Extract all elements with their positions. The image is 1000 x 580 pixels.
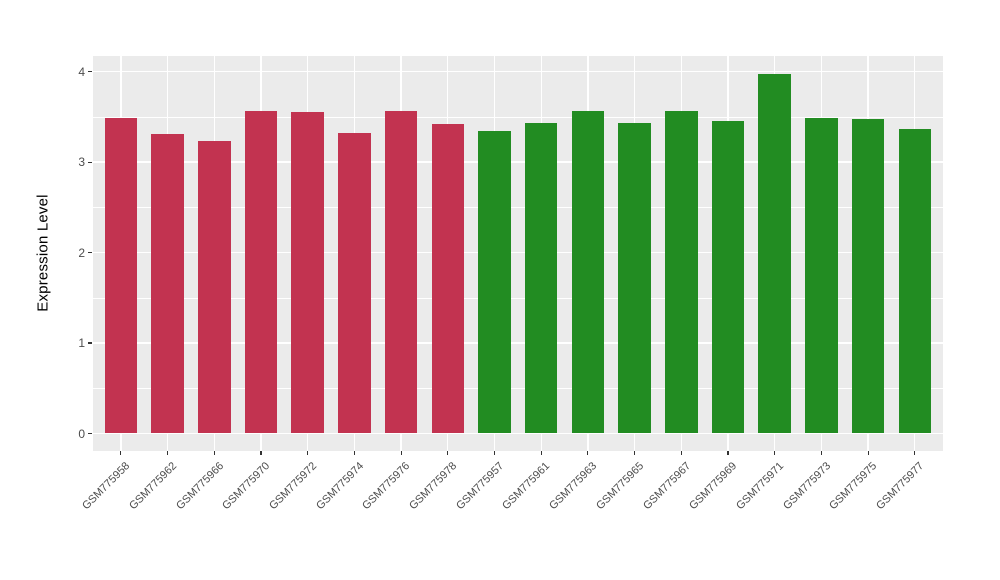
bar-GSM775966 (198, 141, 231, 434)
x-tick-label-GSM775966: GSM775966 (173, 460, 226, 513)
x-tick-label-GSM775969: GSM775969 (687, 460, 740, 513)
bar-GSM775971 (758, 74, 791, 434)
x-tick-label-GSM775967: GSM775967 (640, 460, 693, 513)
x-tick-label-GSM775976: GSM775976 (360, 460, 413, 513)
x-tick-label-GSM775961: GSM775961 (500, 460, 553, 513)
bar-GSM775969 (711, 121, 745, 434)
x-tick-mark (820, 451, 822, 455)
x-tick-label-GSM775974: GSM775974 (313, 460, 366, 513)
x-tick-mark (307, 451, 309, 455)
bar-GSM775970 (244, 110, 278, 434)
x-tick-mark (167, 451, 169, 455)
x-tick-mark (400, 451, 402, 455)
bar-GSM775961 (524, 123, 558, 434)
x-tick-label-GSM775957: GSM775957 (453, 460, 506, 513)
gridline-minor (93, 116, 943, 118)
x-tick-label-GSM775973: GSM775973 (780, 460, 833, 513)
x-tick-mark (493, 451, 496, 455)
x-tick-mark (680, 451, 682, 455)
x-tick-mark (540, 451, 542, 455)
gridline-minor (93, 207, 943, 209)
x-tick-label-GSM775963: GSM775963 (547, 460, 600, 513)
x-tick-mark (774, 451, 776, 455)
gridline-minor (93, 297, 943, 299)
bar-GSM775974 (338, 133, 371, 434)
y-tick-mark (88, 342, 92, 344)
x-tick-mark (213, 451, 215, 455)
x-tick-mark (120, 451, 122, 455)
bar-GSM775967 (665, 111, 698, 434)
x-tick-label-GSM775965: GSM775965 (593, 460, 647, 513)
x-tick-label-GSM775977: GSM775977 (874, 460, 927, 513)
x-tick-mark (914, 451, 916, 455)
bar-GSM775977 (898, 128, 932, 434)
bar-GSM775957 (478, 131, 511, 434)
x-tick-mark (447, 451, 449, 455)
bar-GSM775978 (431, 124, 465, 434)
y-tick-mark (88, 252, 92, 254)
x-tick-label-GSM775971: GSM775971 (734, 460, 787, 513)
bar-GSM775972 (291, 112, 324, 434)
gridline-major (93, 432, 943, 435)
bar-GSM775962 (151, 134, 184, 434)
y-tick-mark (88, 161, 92, 163)
gridline-major (93, 251, 943, 254)
plot-panel (93, 56, 943, 451)
x-tick-label-GSM775958: GSM775958 (80, 460, 133, 513)
bar-GSM775963 (571, 111, 605, 434)
y-tick-mark (88, 71, 92, 73)
bar-GSM775973 (805, 117, 838, 434)
x-tick-label-GSM775975: GSM775975 (827, 460, 880, 513)
gridline-major (93, 342, 943, 344)
x-tick-mark (867, 451, 869, 455)
bar-GSM775976 (384, 110, 418, 434)
gridline-major (93, 71, 943, 73)
bar-GSM775958 (104, 117, 138, 434)
y-axis-title-text: Expression Level (34, 194, 52, 312)
y-tick-label: 1 (78, 336, 85, 351)
x-tick-label-GSM775962: GSM775962 (126, 460, 180, 513)
x-tick-mark (634, 451, 636, 455)
y-tick-mark (88, 432, 92, 435)
x-tick-mark (727, 451, 729, 455)
y-tick-label: 4 (78, 64, 85, 79)
x-tick-mark (353, 451, 355, 455)
x-tick-label-GSM775978: GSM775978 (407, 460, 460, 513)
y-tick-label: 0 (78, 426, 85, 441)
y-tick-label: 2 (78, 245, 85, 260)
bar-GSM775975 (851, 118, 885, 434)
bar-GSM775965 (618, 123, 651, 434)
gridline-minor (93, 388, 943, 389)
x-tick-label-GSM775972: GSM775972 (267, 460, 320, 513)
x-tick-mark (587, 451, 589, 455)
gridline-major (93, 161, 943, 163)
y-tick-label: 3 (78, 155, 85, 170)
x-tick-label-GSM775970: GSM775970 (220, 460, 273, 513)
x-tick-mark (260, 451, 262, 455)
